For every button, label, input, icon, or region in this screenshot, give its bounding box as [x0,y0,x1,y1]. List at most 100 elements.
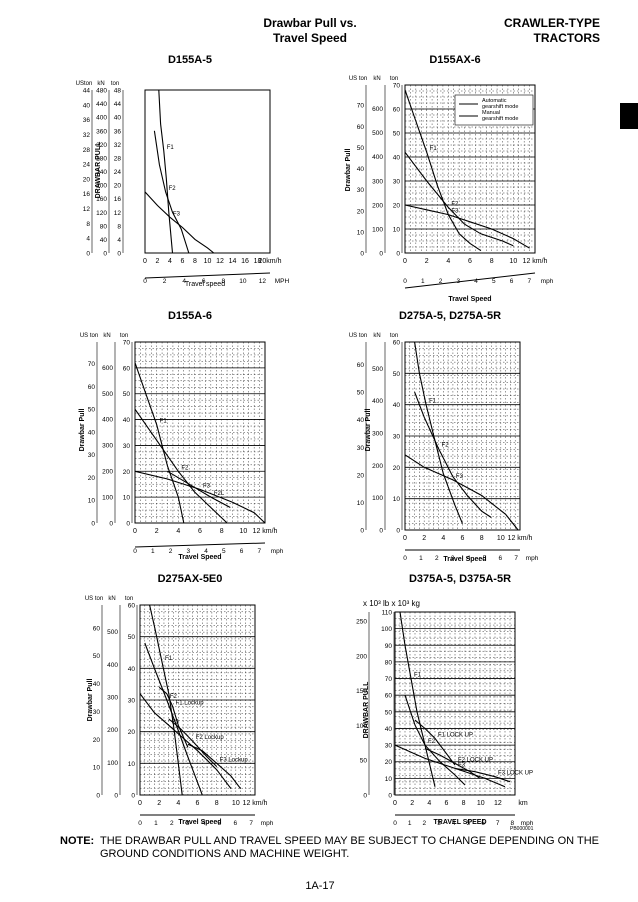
y-tick-label: 70 [393,83,401,90]
y-tick-label: 8 [86,221,90,228]
y-tick-label: 40 [100,237,108,244]
section-category: CRAWLER-TYPE TRACTORS [504,16,600,45]
series-label: F1 [430,146,438,152]
y-tick-label: 30 [88,452,96,459]
series-line-f3 [144,191,215,254]
x2-tick-label: 3 [186,820,190,827]
y-tick-label: 0 [396,528,400,535]
y-tick-label: 600 [102,365,113,372]
y-tick-label: 50 [357,145,365,152]
x-tick-label: 8 [215,800,219,807]
y-tick-label: 30 [393,434,401,441]
series-line-f1 [149,604,183,796]
chart-grid [405,342,520,530]
series-label: F3 LOCK UP [498,771,533,777]
x2-tick-label: 6 [233,820,237,827]
figure-code: PB000001 [510,826,534,832]
y-tick-label: 50 [357,390,365,397]
y-tick-label: 40 [93,681,101,688]
page-title: Drawbar Pull vs. Travel Speed [263,16,357,45]
y-tick-label: 0 [96,793,100,800]
x2-tick-label: 4 [182,278,186,285]
series-line-f2 [414,391,492,518]
y-tick-label: 30 [393,179,401,186]
series-line-f3-lockup [187,743,242,790]
x2-tick-label: 0 [133,548,137,555]
x2-tick-label: 5 [218,820,222,827]
x2-tick-label: 4 [467,555,471,562]
y-axis-unit-header: US ton [349,76,367,82]
y-axis-unit-header: kN [108,596,115,602]
y-tick-label: 160 [96,196,107,203]
y-axis-unit-header: kN [373,76,380,82]
x-axis-label: Travel Speed [448,296,491,303]
y-tick-label: 0 [86,251,90,258]
y-tick-label: 60 [357,124,365,131]
x-tick-label: 6 [461,535,465,542]
y-tick-label: 60 [393,107,401,114]
y-tick-label: 0 [109,521,113,528]
chart-title: D155A-5 [168,54,212,66]
y-tick-label: 0 [117,251,121,258]
chart-title: D275AX-5E0 [158,573,223,585]
y-tick-label: 50 [385,709,393,716]
x2-tick-label: 0 [138,820,142,827]
y-tick-label: 12 [83,206,91,213]
y-tick-label: 280 [96,155,107,162]
legend-entry: Automatic [482,98,507,104]
x-axis-label: TRAVEL SPEED [433,819,486,826]
x2-tick-label: 1 [151,548,155,555]
y-tick-label: 0 [379,251,383,258]
x-tick-label: 0 [143,258,147,265]
x2-axis-line [404,272,536,289]
x-tick-label: 12 [494,800,502,807]
x-tick-label: 2 [155,528,159,535]
y-tick-label: 150 [356,688,367,695]
x-tick-label: 2 [157,800,161,807]
y-axis-unit-header: kN [373,333,380,339]
x2-tick-label: 3 [456,278,460,285]
y-tick-label: 20 [83,176,91,183]
chart-grid-major [405,108,535,230]
chart-axis-multiplier: x 10³ lb x 10³ kg [363,599,420,608]
series-line-f2 [404,695,466,786]
y-tick-label: 50 [123,391,131,398]
x-axis-label: Travel Speed [443,556,486,563]
x-tick-label: 8 [462,800,466,807]
series-line-f1 [399,611,436,787]
series-label: F2 [428,739,436,745]
x-axis-label: Travel Speed [178,819,221,826]
series-label: F3 [203,483,211,489]
y-tick-label: 20 [123,469,131,476]
chart-grid-major [135,367,265,498]
x-tick-label: 12 km/h [243,800,268,807]
series-line-f3 [139,693,232,790]
section-tab-marker [620,103,638,129]
chart-6: D375A-5, D375A-5R x 10³ lb x 10³ kg 0 2 4 6 8 1… [356,573,534,832]
y-tick-label: 50 [128,634,136,641]
y-tick-label: 20 [88,475,96,482]
chart-4: D275A-5, D275A-5R0 2 4 6 8 10 12 km/h0 1 2 3 4 5 6 7 m… [349,310,539,563]
x-tick-label: 4 [441,535,445,542]
chart-plot-frame [144,89,271,254]
y-tick-label: 60 [357,362,365,369]
series-line-f3 [404,454,519,531]
x2-tick-label: 3 [186,548,190,555]
x2-tick-label: 8 [221,278,225,285]
x2-tick-label: 5 [492,278,496,285]
y-tick-label: 10 [385,776,393,783]
series-line-f3 [404,204,530,249]
chart-plot-frame [134,341,266,524]
chart-plot-frame [404,341,521,531]
series-label: F1 Lockup [176,700,205,706]
chart-grid-major [140,636,255,764]
y-axis-unit-header: ton [390,76,398,82]
y-tick-label: 0 [114,793,118,800]
y-tick-label: 60 [128,603,136,610]
y-tick-label: 0 [360,251,364,258]
y-tick-label: 30 [357,445,365,452]
y-tick-label: 300 [102,443,113,450]
series-label: F1 [165,656,173,662]
y-tick-label: 20 [93,737,101,744]
